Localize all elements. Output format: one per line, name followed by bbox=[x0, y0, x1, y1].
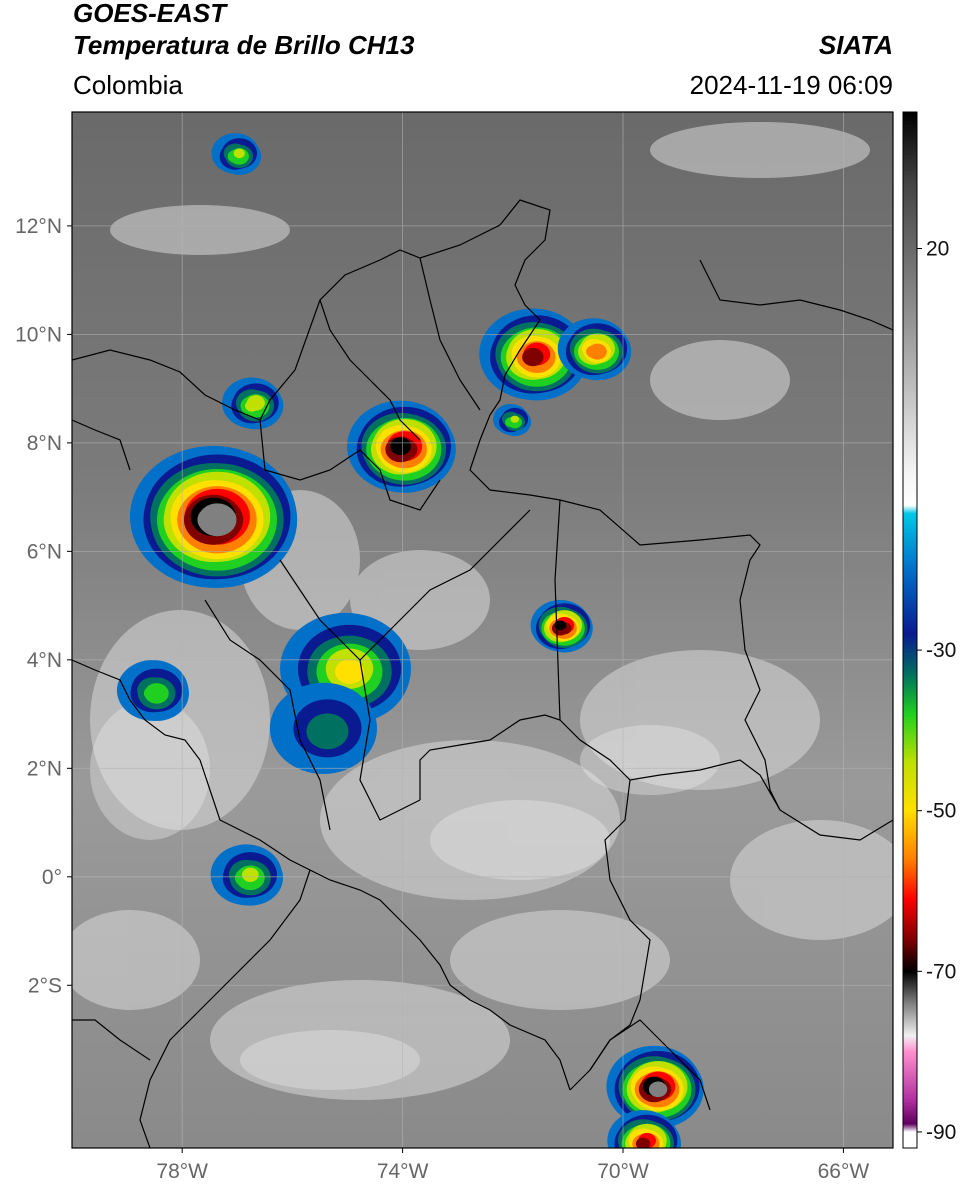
storm-contour bbox=[390, 437, 412, 456]
gridlines bbox=[72, 112, 893, 1148]
latitude-tick-label: 2°S bbox=[28, 974, 62, 997]
longitude-tick-label: 74°W bbox=[377, 1160, 429, 1183]
convective-cells bbox=[116, 133, 704, 1148]
storm-contour bbox=[335, 659, 364, 684]
storm-contour bbox=[554, 620, 567, 631]
storm-cell bbox=[211, 133, 262, 175]
storm-cell bbox=[492, 403, 532, 437]
latitude-tick-label: 12°N bbox=[15, 215, 62, 238]
product-title: Temperatura de Brillo CH13 bbox=[73, 30, 415, 60]
colorbar-tick-label: 20 bbox=[926, 238, 949, 261]
storm-contour bbox=[245, 400, 259, 412]
storm-cell bbox=[269, 682, 378, 774]
longitude-tick-label: 70°W bbox=[597, 1160, 649, 1183]
storm-contour bbox=[308, 715, 339, 741]
longitude-tick-label: 66°W bbox=[818, 1160, 870, 1183]
latitude-axis: 12°N 10°N 8°N 6°N 4°N 2°N 0° 2°S bbox=[15, 215, 72, 997]
borders bbox=[72, 199, 893, 1148]
storm-contour bbox=[635, 1137, 651, 1148]
longitude-axis: 78°W 74°W 70°W 66°W bbox=[156, 1148, 869, 1183]
storm-cell bbox=[210, 844, 283, 906]
colorbar-tick-label: -70 bbox=[926, 960, 956, 983]
storm-cell bbox=[606, 1045, 704, 1129]
storm-cell bbox=[129, 445, 298, 588]
latitude-tick-label: 4°N bbox=[27, 649, 62, 672]
product-satellite: GOES-EAST bbox=[73, 0, 227, 28]
latitude-tick-label: 0° bbox=[42, 866, 62, 889]
storm-contour bbox=[233, 148, 245, 159]
storm-contour bbox=[143, 685, 162, 701]
brand-label: SIATA bbox=[818, 30, 893, 60]
region-label: Colombia bbox=[73, 70, 183, 100]
latitude-tick-label: 6°N bbox=[27, 540, 62, 563]
colorbar-tick-label: -50 bbox=[926, 800, 956, 823]
storm-cell bbox=[479, 308, 588, 401]
colorbar: 20 -30 -50 -70 -90 bbox=[902, 111, 956, 1149]
storm-contour bbox=[648, 1081, 668, 1098]
latitude-tick-label: 8°N bbox=[27, 432, 62, 455]
cloud-texture bbox=[72, 122, 893, 1100]
storm-contour bbox=[241, 867, 259, 882]
map-image bbox=[72, 112, 893, 1148]
latitude-tick-label: 2°N bbox=[27, 757, 62, 780]
longitude-tick-label: 78°W bbox=[156, 1160, 208, 1183]
colorbar-tick-label: -90 bbox=[926, 1121, 956, 1144]
storm-contour bbox=[510, 415, 520, 423]
timestamp-label: 2024-11-19 06:09 bbox=[689, 70, 893, 100]
latitude-tick-label: 10°N bbox=[15, 323, 62, 346]
storm-contour bbox=[586, 345, 601, 358]
storm-cell bbox=[607, 1110, 681, 1148]
colorbar-tick-label: -30 bbox=[926, 639, 956, 662]
map-frame bbox=[71, 111, 894, 1149]
storm-cell bbox=[557, 318, 632, 381]
storm-contour bbox=[197, 506, 230, 534]
storm-cell bbox=[347, 400, 456, 493]
storm-contour bbox=[522, 347, 544, 367]
